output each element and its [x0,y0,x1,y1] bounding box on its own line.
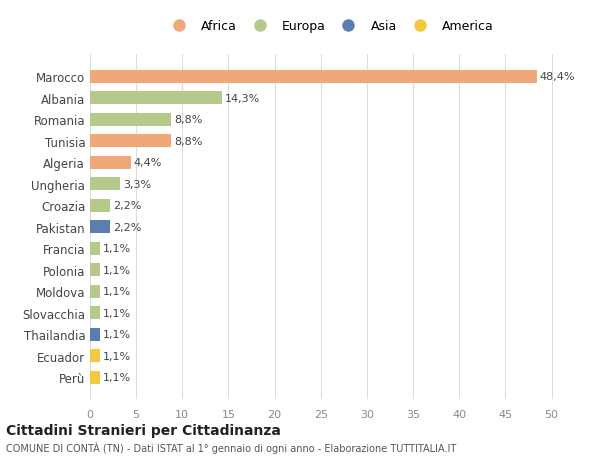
Bar [90,92,222,105]
Bar [90,71,537,84]
Text: 3,3%: 3,3% [123,179,151,189]
Bar [90,157,131,169]
Text: 1,1%: 1,1% [103,286,131,297]
Bar [90,285,100,298]
Bar [90,242,100,255]
Bar [90,307,100,319]
Text: COMUNE DI CONTÀ (TN) - Dati ISTAT al 1° gennaio di ogni anno - Elaborazione TUTT: COMUNE DI CONTÀ (TN) - Dati ISTAT al 1° … [6,441,456,453]
Text: 48,4%: 48,4% [539,72,575,82]
Bar [90,178,121,191]
Bar [90,221,110,234]
Bar [90,199,110,212]
Text: 1,1%: 1,1% [103,372,131,382]
Text: 1,1%: 1,1% [103,308,131,318]
Bar [90,263,100,276]
Text: Cittadini Stranieri per Cittadinanza: Cittadini Stranieri per Cittadinanza [6,423,281,437]
Text: 2,2%: 2,2% [113,201,142,211]
Text: 8,8%: 8,8% [174,136,202,146]
Text: 1,1%: 1,1% [103,265,131,275]
Text: 1,1%: 1,1% [103,330,131,339]
Bar [90,113,171,127]
Legend: Africa, Europa, Asia, America: Africa, Europa, Asia, America [163,17,497,37]
Bar [90,328,100,341]
Text: 14,3%: 14,3% [225,94,260,104]
Text: 4,4%: 4,4% [133,158,162,168]
Text: 1,1%: 1,1% [103,351,131,361]
Text: 2,2%: 2,2% [113,222,142,232]
Bar [90,371,100,384]
Text: 8,8%: 8,8% [174,115,202,125]
Bar [90,135,171,148]
Bar [90,349,100,362]
Text: 1,1%: 1,1% [103,244,131,254]
